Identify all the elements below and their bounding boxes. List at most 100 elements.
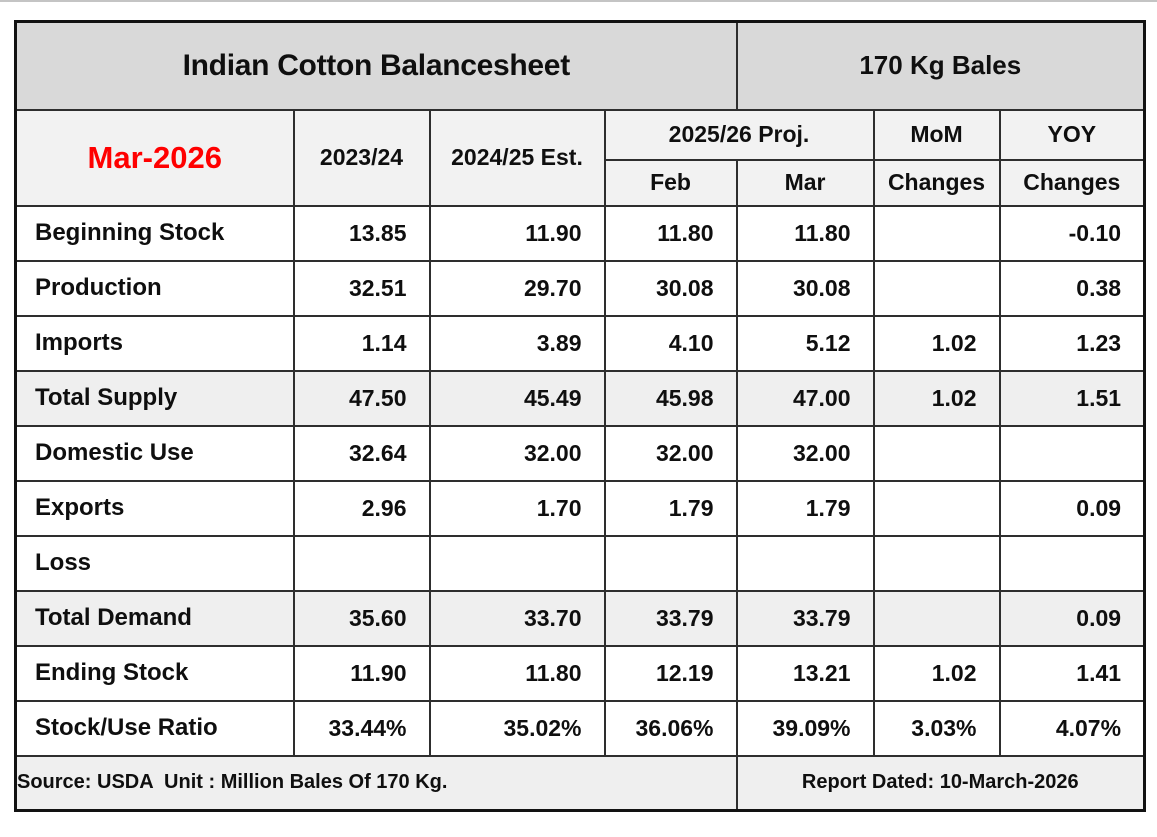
cell-value: 1.79 bbox=[735, 479, 875, 537]
row-label: Imports bbox=[14, 314, 295, 372]
cell-value: 1.02 bbox=[872, 644, 1001, 702]
cell-value: 1.51 bbox=[998, 369, 1146, 427]
balancesheet-table: Indian Cotton Balancesheet 170 Kg Bales … bbox=[14, 20, 1147, 812]
cell-value: 32.00 bbox=[735, 424, 875, 482]
table-row: Imports 1.14 3.89 4.10 5.12 1.02 1.23 bbox=[14, 314, 1146, 372]
table-row: Stock/Use Ratio 33.44% 35.02% 36.06% 39.09% 3… bbox=[14, 699, 1146, 757]
cell-value: 36.06% bbox=[603, 699, 738, 757]
cell-value bbox=[292, 534, 431, 592]
cell-value: 47.00 bbox=[735, 369, 875, 427]
cell-value bbox=[872, 534, 1001, 592]
cell-value bbox=[735, 534, 875, 592]
cell-value: 11.80 bbox=[735, 204, 875, 262]
cell-value: 45.49 bbox=[428, 369, 606, 427]
row-label: Exports bbox=[14, 479, 295, 537]
column-header-mom-changes: Changes bbox=[872, 158, 1001, 207]
row-label: Loss bbox=[14, 534, 295, 592]
cell-value: 3.03% bbox=[872, 699, 1001, 757]
cell-value: 39.09% bbox=[735, 699, 875, 757]
cell-value: 4.07% bbox=[998, 699, 1146, 757]
title-row: Indian Cotton Balancesheet 170 Kg Bales bbox=[14, 20, 1146, 111]
cell-value: 33.79 bbox=[735, 589, 875, 647]
header-sub-row: Feb Mar Changes Changes bbox=[16, 158, 1146, 207]
column-header-2024-25-est: 2024/25 Est. bbox=[428, 108, 606, 207]
cell-value: 0.09 bbox=[998, 479, 1146, 537]
cell-value: 11.90 bbox=[292, 644, 431, 702]
table-row: Ending Stock 11.90 11.80 12.19 13.21 1.02 1.41 bbox=[14, 644, 1146, 702]
cell-value bbox=[428, 534, 606, 592]
table-row: Total Supply 47.50 45.49 45.98 47.00 1.02 1.51 bbox=[14, 369, 1146, 427]
cell-value bbox=[872, 589, 1001, 647]
cell-value: 33.70 bbox=[428, 589, 606, 647]
cell-value: 13.21 bbox=[735, 644, 875, 702]
cell-value: 33.79 bbox=[603, 589, 738, 647]
cell-value: 32.51 bbox=[292, 259, 431, 317]
row-label: Beginning Stock bbox=[14, 204, 295, 262]
cell-value bbox=[998, 534, 1146, 592]
table-row: Exports 2.96 1.70 1.79 1.79 0.09 bbox=[14, 479, 1146, 537]
cell-value: 3.89 bbox=[428, 314, 606, 372]
cell-value: 11.80 bbox=[428, 644, 606, 702]
cell-value: 32.00 bbox=[603, 424, 738, 482]
cell-value: 11.90 bbox=[428, 204, 606, 262]
cell-value: 35.60 bbox=[292, 589, 431, 647]
cell-value: 45.98 bbox=[603, 369, 738, 427]
cell-value: 35.02% bbox=[428, 699, 606, 757]
cell-value bbox=[872, 424, 1001, 482]
report-month-label: Mar-2026 bbox=[14, 108, 295, 207]
table-row: Production 32.51 29.70 30.08 30.08 0.38 bbox=[14, 259, 1146, 317]
row-label: Total Demand bbox=[14, 589, 295, 647]
row-label: Ending Stock bbox=[14, 644, 295, 702]
row-label: Stock/Use Ratio bbox=[14, 699, 295, 757]
cell-value: -0.10 bbox=[998, 204, 1146, 262]
cell-value: 1.70 bbox=[428, 479, 606, 537]
footer-report-date: Report Dated: 10-March-2026 bbox=[735, 754, 1146, 812]
row-label: Total Supply bbox=[14, 369, 295, 427]
top-edge-line bbox=[0, 0, 1157, 2]
cell-value: 0.09 bbox=[998, 589, 1146, 647]
row-label: Production bbox=[14, 259, 295, 317]
column-header-feb: Feb bbox=[603, 158, 738, 207]
column-header-mar: Mar bbox=[735, 158, 875, 207]
cell-value bbox=[872, 479, 1001, 537]
cell-value: 1.02 bbox=[872, 314, 1001, 372]
cell-value bbox=[998, 424, 1146, 482]
table-body: Beginning Stock 13.85 11.90 11.80 11.80 -0.10… bbox=[14, 204, 1146, 757]
cell-value: 32.00 bbox=[428, 424, 606, 482]
unit-header: 170 Kg Bales bbox=[735, 20, 1146, 111]
cell-value: 30.08 bbox=[603, 259, 738, 317]
cell-value: 13.85 bbox=[292, 204, 431, 262]
table-row: Domestic Use 32.64 32.00 32.00 32.00 bbox=[14, 424, 1146, 482]
cell-value: 29.70 bbox=[428, 259, 606, 317]
cell-value bbox=[872, 259, 1001, 317]
cell-value: 12.19 bbox=[603, 644, 738, 702]
cell-value: 2.96 bbox=[292, 479, 431, 537]
page-title: Indian Cotton Balancesheet bbox=[14, 20, 738, 111]
column-group-mom: MoM bbox=[872, 108, 1001, 161]
cell-value: 1.02 bbox=[872, 369, 1001, 427]
footer-row: Source: USDA Unit : Million Bales Of 170… bbox=[14, 754, 1146, 812]
cell-value: 33.44% bbox=[292, 699, 431, 757]
cell-value: 30.08 bbox=[735, 259, 875, 317]
column-header-yoy-changes: Changes bbox=[998, 158, 1146, 207]
cell-value: 5.12 bbox=[735, 314, 875, 372]
cell-value: 4.10 bbox=[603, 314, 738, 372]
table-row: Total Demand 35.60 33.70 33.79 33.79 0.09 bbox=[14, 589, 1146, 647]
cell-value: 32.64 bbox=[292, 424, 431, 482]
cell-value bbox=[603, 534, 738, 592]
column-header-2023-24: 2023/24 bbox=[292, 108, 431, 207]
header-group-row: Mar-2026 2023/24 2024/25 Est. 2025/26 Pr… bbox=[14, 108, 1146, 207]
column-group-yoy: YOY bbox=[998, 108, 1146, 161]
cell-value bbox=[872, 204, 1001, 262]
cell-value: 1.79 bbox=[603, 479, 738, 537]
table-row: Beginning Stock 13.85 11.90 11.80 11.80 -0.10 bbox=[14, 204, 1146, 262]
column-group-2025-26-proj: 2025/26 Proj. bbox=[603, 108, 875, 161]
cell-value: 1.14 bbox=[292, 314, 431, 372]
row-label: Domestic Use bbox=[14, 424, 295, 482]
cell-value: 0.38 bbox=[998, 259, 1146, 317]
cell-value: 1.41 bbox=[998, 644, 1146, 702]
table-row: Loss bbox=[14, 534, 1146, 592]
cell-value: 1.23 bbox=[998, 314, 1146, 372]
footer-source: Source: USDA Unit : Million Bales Of 170… bbox=[14, 754, 738, 812]
